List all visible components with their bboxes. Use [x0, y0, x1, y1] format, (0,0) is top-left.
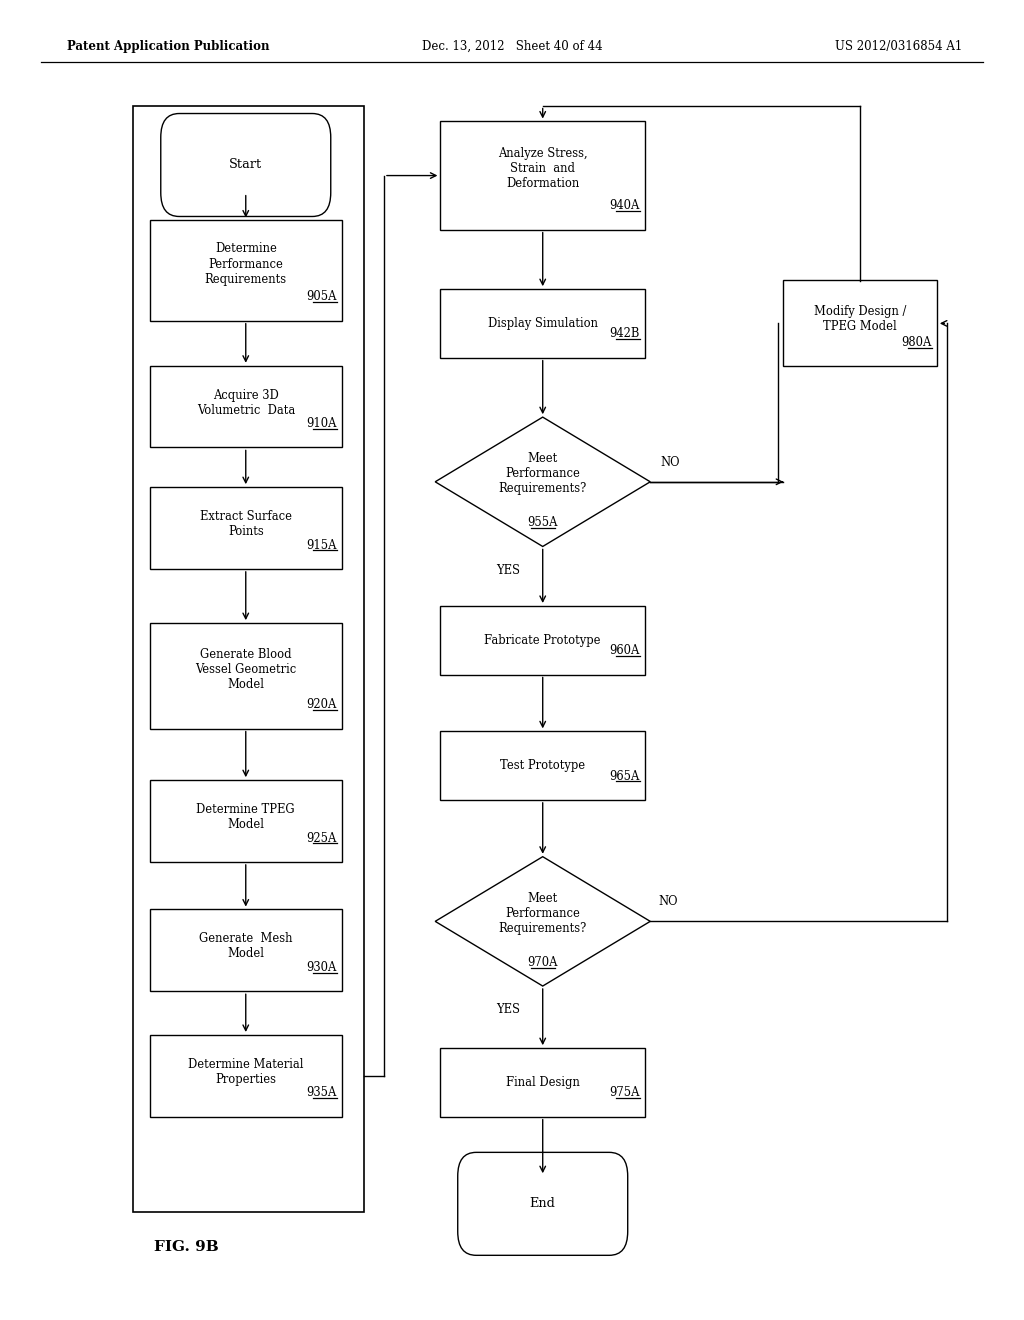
FancyBboxPatch shape [150, 220, 342, 321]
Text: Acquire 3D
Volumetric  Data: Acquire 3D Volumetric Data [197, 388, 295, 417]
Text: Final Design: Final Design [506, 1076, 580, 1089]
Text: 955A: 955A [527, 516, 558, 529]
Text: Meet
Performance
Requirements?: Meet Performance Requirements? [499, 453, 587, 495]
FancyBboxPatch shape [150, 487, 342, 569]
Text: Extract Surface
Points: Extract Surface Points [200, 510, 292, 539]
Text: NO: NO [658, 895, 678, 908]
Text: 925A: 925A [306, 832, 337, 845]
FancyBboxPatch shape [150, 366, 342, 447]
Text: Start: Start [229, 158, 262, 172]
Text: 935A: 935A [306, 1086, 337, 1100]
FancyBboxPatch shape [440, 731, 645, 800]
Text: 975A: 975A [609, 1086, 640, 1100]
Text: 915A: 915A [306, 539, 337, 552]
Text: Fabricate Prototype: Fabricate Prototype [484, 634, 601, 647]
Text: 920A: 920A [306, 698, 337, 711]
Text: Display Simulation: Display Simulation [487, 317, 598, 330]
FancyBboxPatch shape [783, 280, 937, 366]
FancyBboxPatch shape [150, 780, 342, 862]
Polygon shape [435, 417, 650, 546]
Text: NO: NO [660, 455, 680, 469]
FancyBboxPatch shape [161, 114, 331, 216]
Text: Meet
Performance
Requirements?: Meet Performance Requirements? [499, 892, 587, 935]
Text: Generate Blood
Vessel Geometric
Model: Generate Blood Vessel Geometric Model [196, 648, 296, 690]
Text: Modify Design /
TPEG Model: Modify Design / TPEG Model [814, 305, 906, 334]
Text: 960A: 960A [609, 644, 640, 657]
Text: 910A: 910A [306, 417, 337, 430]
Text: Determine TPEG
Model: Determine TPEG Model [197, 803, 295, 832]
Text: 905A: 905A [306, 290, 337, 304]
FancyBboxPatch shape [150, 1035, 342, 1117]
Text: Test Prototype: Test Prototype [500, 759, 586, 772]
Polygon shape [435, 857, 650, 986]
Text: 930A: 930A [306, 961, 337, 974]
Text: Generate  Mesh
Model: Generate Mesh Model [199, 932, 293, 961]
FancyBboxPatch shape [458, 1152, 628, 1255]
Text: Patent Application Publication: Patent Application Publication [67, 40, 269, 53]
FancyBboxPatch shape [150, 909, 342, 991]
FancyBboxPatch shape [440, 121, 645, 230]
Text: Determine
Performance
Requirements: Determine Performance Requirements [205, 243, 287, 285]
Text: 942B: 942B [609, 327, 640, 341]
Text: 965A: 965A [609, 770, 640, 783]
FancyBboxPatch shape [150, 623, 342, 729]
Text: 980A: 980A [901, 337, 932, 348]
Text: End: End [529, 1197, 556, 1210]
FancyBboxPatch shape [440, 1048, 645, 1117]
Text: Dec. 13, 2012   Sheet 40 of 44: Dec. 13, 2012 Sheet 40 of 44 [422, 40, 602, 53]
Text: US 2012/0316854 A1: US 2012/0316854 A1 [836, 40, 963, 53]
Text: YES: YES [497, 564, 520, 577]
Text: Analyze Stress,
Strain  and
Deformation: Analyze Stress, Strain and Deformation [498, 148, 588, 190]
Text: Determine Material
Properties: Determine Material Properties [188, 1057, 303, 1086]
Text: FIG. 9B: FIG. 9B [154, 1241, 218, 1254]
FancyBboxPatch shape [440, 289, 645, 358]
Text: YES: YES [497, 1003, 520, 1016]
FancyBboxPatch shape [440, 606, 645, 675]
Text: 970A: 970A [527, 956, 558, 969]
Text: 940A: 940A [609, 199, 640, 213]
